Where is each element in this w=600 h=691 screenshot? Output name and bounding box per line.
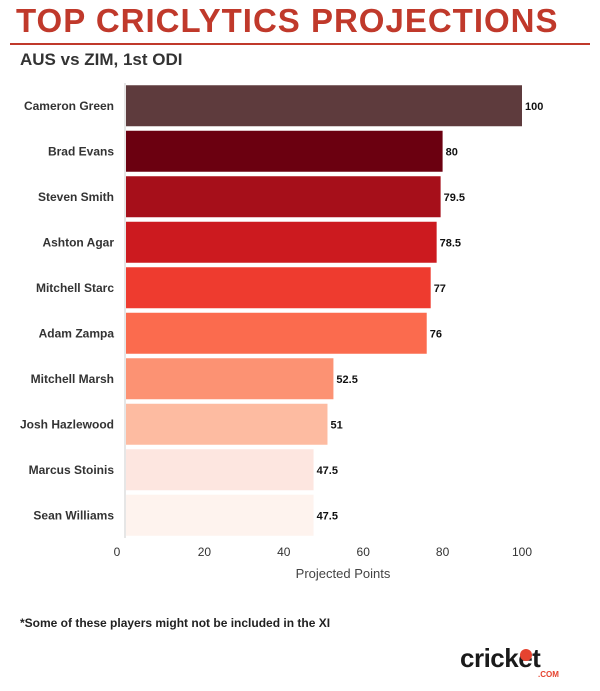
bar [126,312,427,354]
category-label: Adam Zampa [39,326,115,340]
data-label: 52.5 [336,374,357,386]
data-label: 78.5 [440,237,461,249]
category-label: Brad Evans [48,144,114,158]
category-label: Sean Williams [33,508,114,522]
x-tick-label: 20 [198,545,212,559]
data-label: 47.5 [317,510,338,522]
cricket-com-logo: cricket .COM [458,643,578,683]
data-label: 79.5 [444,192,465,204]
category-label: Josh Hazlewood [20,417,114,431]
chart-title: TOP CRICLYTICS PROJECTIONS [16,2,559,39]
category-label: Cameron Green [24,99,114,113]
logo-suffix: .COM [538,670,559,679]
bar [126,449,314,491]
bar [126,494,314,536]
category-label: Mitchell Marsh [31,372,114,386]
data-label: 76 [430,328,442,340]
data-label: 100 [525,101,543,113]
bar [126,85,522,127]
x-tick-label: 100 [512,545,532,559]
bar [126,267,431,309]
bar-chart: Cameron Green 100 Brad Evans 80 Steven Smith… [20,83,543,581]
footnote: *Some of these players might not be incl… [20,616,331,630]
x-tick-label: 80 [436,545,450,559]
x-tick-label: 40 [277,545,291,559]
data-label: 80 [446,146,458,158]
data-label: 47.5 [317,465,338,477]
x-axis-title: Projected Points [296,566,391,581]
category-label: Steven Smith [38,190,114,204]
category-label: Mitchell Starc [36,281,114,295]
category-label: Marcus Stoinis [29,463,115,477]
logo-ball-icon [520,649,532,661]
bar [126,176,441,218]
bar [126,403,328,445]
x-tick-label: 60 [357,545,371,559]
data-label: 51 [330,419,342,431]
x-tick-label: 0 [114,545,121,559]
bar [126,358,334,400]
data-label: 77 [434,283,446,295]
chart-subtitle: AUS vs ZIM, 1st ODI [20,50,183,69]
bar [126,221,437,263]
category-label: Ashton Agar [42,235,114,249]
bar [126,130,443,172]
title-divider [10,43,590,45]
